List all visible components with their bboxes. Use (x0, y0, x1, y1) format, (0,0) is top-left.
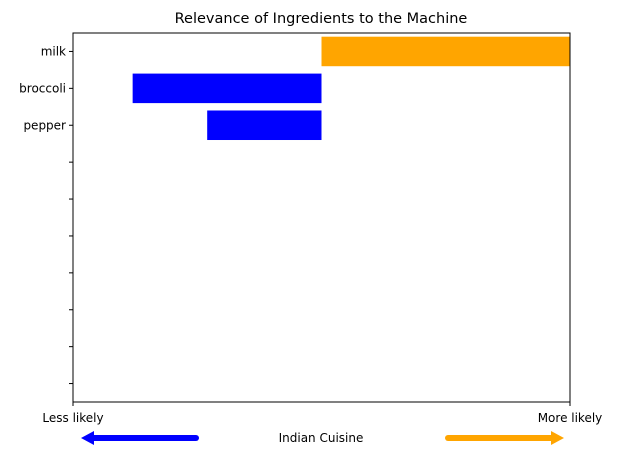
x-tick-label-left: Less likely (42, 411, 103, 425)
x-axis-label: Indian Cuisine (279, 431, 364, 445)
x-axis: Less likely More likely Indian Cuisine (42, 402, 602, 445)
bars-layer (132, 36, 570, 141)
plot-frame (72, 32, 571, 403)
chart-title: Relevance of Ingredients to the Machine (175, 11, 468, 27)
y-tick-label-milk: milk (41, 44, 66, 58)
y-axis: milk broccoli pepper (19, 44, 73, 385)
bar-milk (321, 36, 570, 67)
x-tick-label-right: More likely (538, 411, 603, 425)
y-tick-label-broccoli: broccoli (19, 81, 66, 95)
bar-broccoli (132, 73, 322, 104)
y-tick-label-pepper: pepper (23, 118, 66, 132)
less-likely-arrowhead-icon (81, 431, 94, 445)
more-likely-arrow (445, 431, 564, 445)
bar-pepper (207, 110, 322, 141)
more-likely-arrowhead-icon (551, 431, 564, 445)
less-likely-arrow (81, 431, 199, 445)
